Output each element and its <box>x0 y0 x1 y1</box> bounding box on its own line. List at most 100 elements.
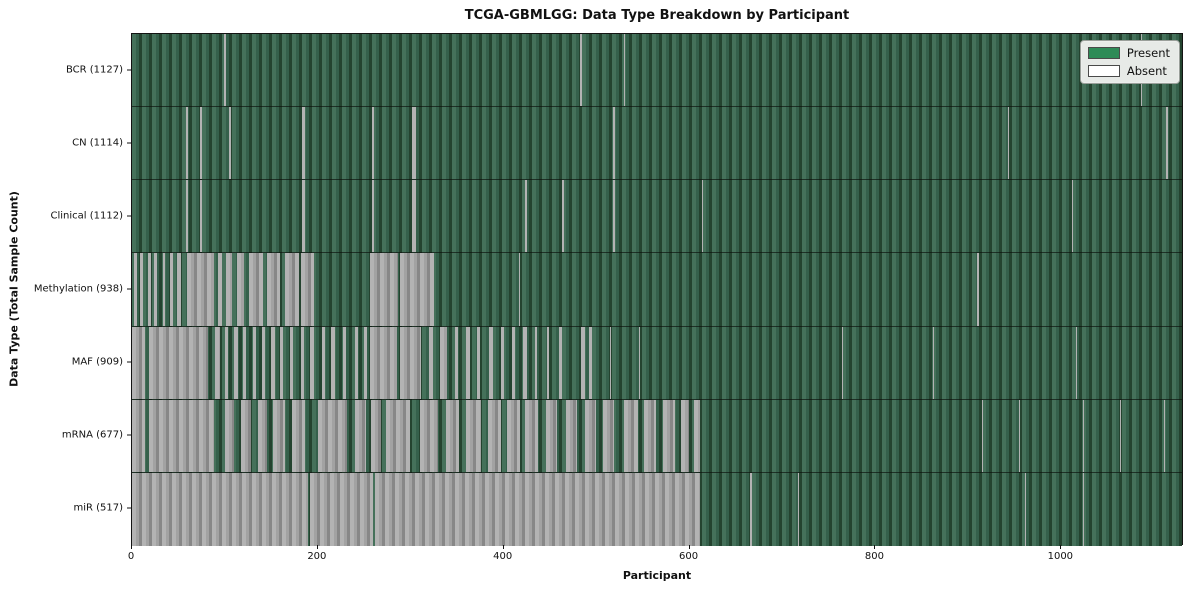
xtick-mark <box>874 545 876 549</box>
absent-segment <box>301 107 306 180</box>
absent-segment <box>506 399 520 472</box>
ytick-mark <box>127 361 131 363</box>
absent-segment <box>370 326 398 399</box>
legend-absent-label: Absent <box>1126 64 1167 78</box>
absent-segment <box>580 34 582 107</box>
xtick-label-1000: 1000 <box>1047 551 1074 562</box>
absent-segment <box>1082 472 1084 546</box>
absent-segment <box>681 399 689 472</box>
absent-segment <box>291 399 305 472</box>
absent-segment <box>132 326 145 399</box>
absent-segment <box>300 326 304 399</box>
xtick-mark <box>688 545 690 549</box>
absent-segment <box>412 107 416 180</box>
absent-segment <box>236 253 245 326</box>
ytick-label-CN: CN (1114) <box>72 137 123 149</box>
row-mRNA <box>132 399 1182 473</box>
ytick-mark <box>127 434 131 436</box>
xtick-label-800: 800 <box>864 551 884 562</box>
absent-segment <box>1166 107 1169 180</box>
absent-segment <box>185 107 188 180</box>
present-swatch-icon <box>1087 47 1120 59</box>
absent-segment <box>639 326 641 399</box>
legend: Present Absent <box>1079 40 1180 84</box>
absent-segment <box>224 326 229 399</box>
absent-segment <box>258 399 268 472</box>
absent-segment <box>439 326 448 399</box>
absent-segment <box>749 472 752 546</box>
absent-segment <box>148 399 214 472</box>
absent-segment <box>322 326 325 399</box>
absent-segment <box>545 399 557 472</box>
chart-title: TCGA-GBMLGG: Data Type Breakdown by Part… <box>464 8 850 23</box>
x-axis-title: Participant <box>622 569 692 582</box>
absent-segment <box>252 326 257 399</box>
absent-segment <box>280 326 284 399</box>
absent-segment <box>701 180 704 253</box>
absent-segment <box>981 399 984 472</box>
absent-segment <box>584 399 596 472</box>
xtick-label-200: 200 <box>307 551 327 562</box>
absent-segment <box>140 253 144 326</box>
xtick-mark <box>1060 545 1062 549</box>
absent-segment <box>132 399 145 472</box>
absent-segment <box>465 399 481 472</box>
absent-segment <box>1076 326 1078 399</box>
legend-item-absent: Absent <box>1087 64 1170 78</box>
absent-segment <box>523 326 528 399</box>
absent-segment <box>199 107 202 180</box>
xtick-label-600: 600 <box>679 551 699 562</box>
xtick-label-0: 0 <box>127 551 135 562</box>
ytick-mark <box>127 215 131 217</box>
absent-segment <box>501 326 504 399</box>
absent-segment <box>1025 472 1027 546</box>
absent-segment <box>225 253 233 326</box>
absent-segment <box>271 326 275 399</box>
absent-segment <box>546 326 550 399</box>
xtick-mark <box>502 545 504 549</box>
absent-segment <box>589 326 593 399</box>
absent-segment <box>148 326 209 399</box>
absent-segment <box>488 399 502 472</box>
absent-segment <box>613 180 616 253</box>
absent-segment <box>285 253 299 326</box>
absent-segment <box>132 472 309 546</box>
absent-segment <box>525 180 528 253</box>
absent-segment <box>372 107 375 180</box>
ytick-mark <box>127 507 131 509</box>
absent-segment <box>386 399 411 472</box>
absent-segment <box>1082 399 1084 472</box>
absent-segment <box>199 180 202 253</box>
absent-segment <box>331 326 336 399</box>
absent-segment <box>933 326 935 399</box>
absent-segment <box>1007 107 1010 180</box>
absent-segment <box>1071 180 1074 253</box>
absent-segment <box>147 253 151 326</box>
ytick-label-Clinical: Clinical (1112) <box>50 210 124 222</box>
absent-segment <box>177 253 182 326</box>
ytick-label-MAF: MAF (909) <box>71 356 123 368</box>
row-Clinical <box>132 180 1182 254</box>
absent-segment <box>662 399 675 472</box>
absent-segment <box>154 253 158 326</box>
ytick-mark <box>127 142 131 144</box>
y-axis-title: Data Type (Total Sample Count) <box>7 191 21 387</box>
absent-segment <box>234 326 238 399</box>
absent-segment <box>518 253 520 326</box>
legend-item-present: Present <box>1087 46 1170 60</box>
absent-segment <box>644 399 657 472</box>
ytick-label-Methylation: Methylation (938) <box>33 283 123 295</box>
legend-present-label: Present <box>1126 46 1170 60</box>
absent-segment <box>412 180 416 253</box>
absent-segment <box>566 399 578 472</box>
ytick-mark <box>127 288 131 290</box>
xtick-mark <box>316 545 318 549</box>
absent-segment <box>215 326 221 399</box>
absent-segment <box>623 399 638 472</box>
absent-segment <box>371 399 381 472</box>
absent-segment <box>534 326 538 399</box>
absent-segment <box>400 253 435 326</box>
absent-segment <box>370 253 399 326</box>
absent-segment <box>512 326 516 399</box>
